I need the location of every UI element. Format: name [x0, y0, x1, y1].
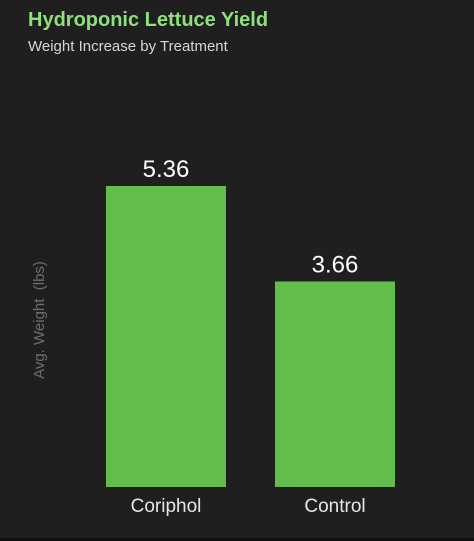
bar-control	[275, 281, 395, 487]
plot-area: 5.36 Coriphol 3.66 Control	[106, 156, 395, 517]
bar-coriphol	[106, 186, 226, 487]
chart-title: Hydroponic Lettuce Yield	[28, 9, 269, 31]
y-axis-label: Avg. Weight (lbs)	[31, 261, 48, 379]
category-label-control: Control	[304, 496, 365, 517]
chart-subtitle: Weight Increase by Treatment	[28, 38, 228, 55]
category-label-coriphol: Coriphol	[131, 496, 202, 517]
value-label-control: 3.66	[312, 251, 359, 278]
bottom-divider	[0, 538, 474, 541]
value-label-coriphol: 5.36	[143, 156, 190, 183]
